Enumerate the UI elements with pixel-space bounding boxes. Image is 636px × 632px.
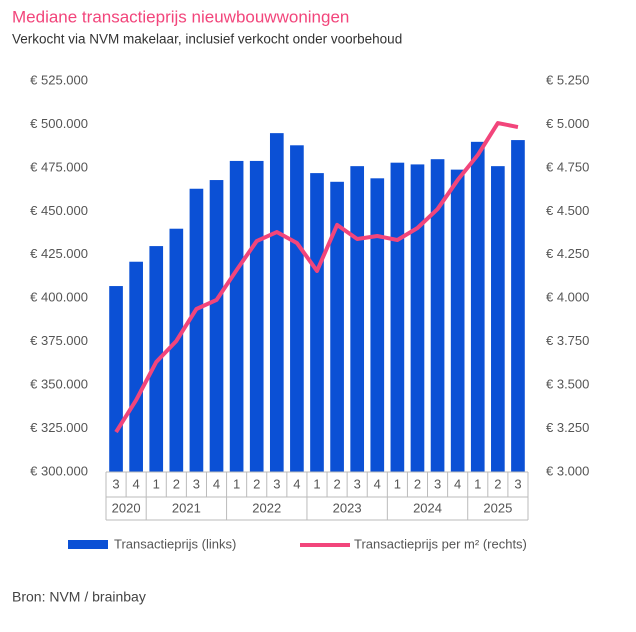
x-tick-label: 1 [474, 476, 481, 491]
y2-tick-label: € 4.000 [546, 290, 589, 305]
bar [169, 228, 184, 472]
bar [491, 166, 505, 472]
y-tick-label: € 375.000 [30, 333, 88, 348]
x-tick-label: 1 [394, 476, 401, 491]
x-group-label: 2024 [413, 500, 442, 515]
x-tick-label: 3 [514, 476, 521, 491]
x-tick-label: 1 [153, 476, 160, 491]
y-tick-label: € 425.000 [30, 246, 88, 261]
x-tick-label: 2 [414, 476, 421, 491]
x-tick-label: 3 [112, 476, 119, 491]
bar [430, 159, 445, 472]
bar [350, 166, 365, 472]
x-tick-label: 2 [333, 476, 340, 491]
bar [290, 145, 304, 472]
bar [229, 160, 244, 472]
bar [209, 180, 224, 472]
x-group-label: 2020 [112, 500, 141, 515]
y-tick-label: € 475.000 [30, 159, 88, 174]
y-tick-label: € 525.000 [30, 72, 88, 87]
x-group-label: 2022 [252, 500, 281, 515]
bar [249, 160, 264, 472]
bar [109, 286, 123, 472]
y-tick-label: € 500.000 [30, 116, 88, 131]
x-tick-label: 4 [374, 476, 381, 491]
bar [450, 169, 465, 473]
bar [470, 141, 485, 473]
bar [149, 246, 164, 472]
legend-label: Transactieprijs (links) [114, 536, 236, 551]
source: Bron: NVM / brainbay [12, 589, 146, 605]
y-tick-label: € 300.000 [30, 463, 88, 478]
legend-swatch [68, 540, 108, 549]
bar [410, 164, 425, 472]
x-tick-label: 1 [233, 476, 240, 491]
y-tick-label: € 350.000 [30, 377, 88, 392]
x-tick-label: 4 [133, 476, 140, 491]
bar [129, 261, 143, 472]
y2-tick-label: € 3.500 [546, 377, 589, 392]
y2-tick-label: € 5.000 [546, 116, 589, 131]
y2-tick-label: € 3.250 [546, 420, 589, 435]
y-tick-label: € 325.000 [30, 420, 88, 435]
y2-tick-label: € 5.250 [546, 72, 589, 87]
x-tick-label: 3 [354, 476, 361, 491]
x-group-label: 2021 [172, 500, 201, 515]
y2-tick-label: € 4.500 [546, 203, 589, 218]
bar [390, 162, 405, 473]
bar [511, 140, 525, 472]
bar [330, 181, 344, 472]
x-tick-label: 2 [253, 476, 260, 491]
chart-title: Mediane transactieprijs nieuwbouwwoninge… [12, 7, 349, 26]
x-tick-label: 3 [193, 476, 200, 491]
y2-tick-label: € 4.750 [546, 159, 589, 174]
y2-tick-label: € 3.750 [546, 333, 589, 348]
bar [310, 173, 324, 472]
y2-tick-label: € 4.250 [546, 246, 589, 261]
legend-label: Transactieprijs per m² (rechts) [354, 536, 527, 551]
y2-tick-label: € 3.000 [546, 463, 589, 478]
bar [189, 188, 204, 472]
x-tick-label: 2 [494, 476, 501, 491]
x-group-label: 2025 [483, 500, 512, 515]
x-tick-label: 3 [434, 476, 441, 491]
chart-subtitle: Verkocht via NVM makelaar, inclusief ver… [12, 32, 402, 47]
bar [269, 133, 284, 472]
x-tick-label: 3 [273, 476, 280, 491]
x-tick-label: 1 [313, 476, 320, 491]
y-tick-label: € 450.000 [30, 203, 88, 218]
x-tick-label: 2 [173, 476, 180, 491]
y-tick-label: € 400.000 [30, 290, 88, 305]
bar [370, 178, 385, 472]
x-tick-label: 4 [454, 476, 461, 491]
x-tick-label: 4 [293, 476, 300, 491]
x-group-label: 2023 [333, 500, 362, 515]
line [114, 121, 519, 434]
x-tick-label: 4 [213, 476, 220, 491]
